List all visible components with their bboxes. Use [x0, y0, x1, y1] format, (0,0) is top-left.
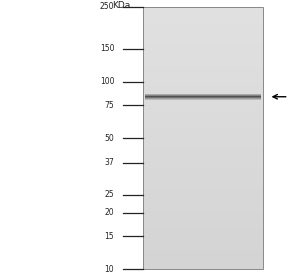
Bar [143, 138, 263, 141]
Bar [143, 197, 263, 200]
Bar [143, 184, 263, 187]
Text: 20: 20 [105, 208, 114, 217]
Text: 250: 250 [100, 2, 114, 11]
Bar [143, 240, 263, 243]
Bar [143, 158, 263, 161]
Bar [143, 128, 263, 131]
Bar [143, 233, 263, 236]
Bar [143, 246, 263, 249]
Bar [143, 191, 263, 194]
Bar [143, 40, 263, 43]
Bar [143, 217, 263, 220]
Bar [143, 243, 263, 246]
Bar [143, 253, 263, 256]
Bar [143, 263, 263, 266]
Bar [143, 181, 263, 184]
Bar [143, 66, 263, 69]
Bar [143, 43, 263, 46]
Bar [143, 79, 263, 82]
Bar [143, 194, 263, 197]
Bar [143, 17, 263, 20]
Bar [143, 145, 263, 148]
Bar [143, 210, 263, 213]
Bar [143, 249, 263, 253]
Bar [143, 135, 263, 138]
Bar [143, 227, 263, 230]
Text: KDa: KDa [112, 1, 130, 10]
Bar [143, 213, 263, 217]
Bar [143, 174, 263, 177]
Bar [143, 7, 263, 269]
Bar [143, 76, 263, 79]
Bar [143, 30, 263, 33]
Bar [143, 155, 263, 158]
Bar [143, 105, 263, 109]
Bar [143, 171, 263, 174]
Text: 100: 100 [100, 77, 114, 86]
Bar [143, 56, 263, 59]
Bar [143, 50, 263, 53]
Bar [143, 36, 263, 40]
Text: 10: 10 [105, 265, 114, 274]
Bar [143, 236, 263, 240]
Bar [143, 92, 263, 95]
Bar [143, 72, 263, 76]
Bar [143, 200, 263, 204]
Bar [143, 99, 263, 102]
Bar [143, 177, 263, 181]
Bar [143, 46, 263, 50]
Bar [143, 13, 263, 17]
Bar [143, 131, 263, 135]
Bar [143, 122, 263, 125]
Bar [143, 220, 263, 223]
Bar [143, 53, 263, 56]
Bar [143, 207, 263, 210]
Text: 25: 25 [105, 190, 114, 199]
Bar [143, 69, 263, 72]
Bar [143, 86, 263, 89]
Bar [143, 23, 263, 27]
Bar [143, 115, 263, 118]
Bar [143, 63, 263, 66]
Bar [143, 95, 263, 99]
Text: 37: 37 [105, 158, 114, 167]
Bar [143, 82, 263, 86]
Bar [143, 164, 263, 167]
Bar [143, 204, 263, 207]
Bar [143, 266, 263, 269]
Bar [143, 112, 263, 115]
Bar [143, 89, 263, 92]
Bar [143, 109, 263, 112]
Text: 150: 150 [100, 44, 114, 53]
Bar [143, 59, 263, 63]
Bar [143, 256, 263, 259]
Bar [143, 118, 263, 122]
Bar [143, 223, 263, 227]
Text: 75: 75 [105, 100, 114, 109]
Bar [143, 148, 263, 151]
Bar [143, 151, 263, 155]
Text: 50: 50 [105, 134, 114, 142]
Bar [143, 259, 263, 263]
Bar [143, 33, 263, 36]
Bar [143, 27, 263, 30]
Bar [143, 161, 263, 164]
Bar [143, 20, 263, 23]
Bar [143, 187, 263, 191]
Bar [143, 125, 263, 128]
Bar [143, 7, 263, 10]
Text: 15: 15 [105, 232, 114, 241]
Bar [143, 10, 263, 13]
Bar [143, 141, 263, 145]
Bar [143, 230, 263, 233]
Bar [143, 167, 263, 171]
Bar [143, 102, 263, 105]
